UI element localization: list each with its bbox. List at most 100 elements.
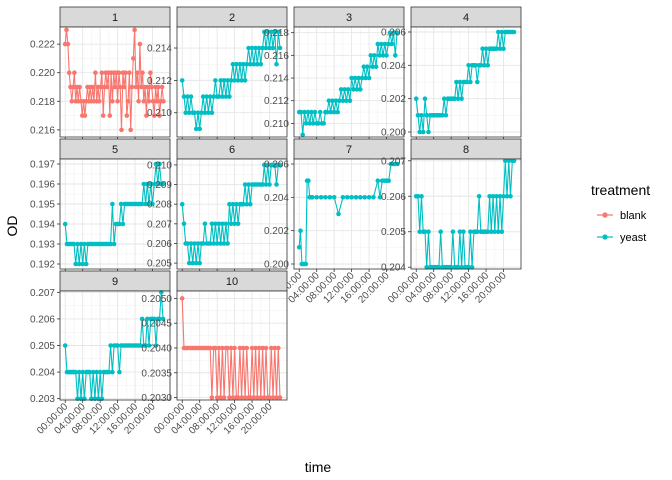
y-tick-label: 0.218 xyxy=(30,97,55,108)
data-point xyxy=(228,221,234,227)
data-point xyxy=(125,99,131,104)
data-point xyxy=(213,221,218,227)
data-point xyxy=(228,345,234,351)
data-point xyxy=(230,201,236,207)
data-point xyxy=(154,99,160,104)
data-point xyxy=(75,241,80,247)
data-point xyxy=(263,45,269,51)
data-point xyxy=(253,45,258,51)
data-point xyxy=(424,113,430,118)
data-point xyxy=(466,63,471,68)
data-point xyxy=(241,345,246,351)
data-point xyxy=(69,99,75,104)
data-point xyxy=(246,182,251,187)
data-point xyxy=(377,195,383,200)
data-point xyxy=(146,343,152,348)
data-point xyxy=(244,201,250,207)
data-point xyxy=(274,61,279,67)
data-point xyxy=(145,316,150,322)
facet-panel-4: 4 0.200 0.202 0.204 0.206 xyxy=(381,6,522,140)
data-point xyxy=(146,99,152,104)
data-point xyxy=(218,395,223,400)
data-point xyxy=(66,70,72,75)
data-point xyxy=(454,79,459,85)
data-point xyxy=(420,129,426,135)
data-point xyxy=(331,195,337,200)
data-point xyxy=(129,84,135,90)
data-point xyxy=(358,195,363,200)
data-point xyxy=(131,56,136,61)
data-point xyxy=(80,369,85,375)
y-tick-label: 0.192 xyxy=(30,260,55,271)
facet-strip-label: 3 xyxy=(346,12,352,24)
data-point xyxy=(366,75,372,81)
data-point xyxy=(248,395,253,400)
data-point xyxy=(452,96,458,101)
data-point xyxy=(461,229,466,234)
data-point xyxy=(128,127,133,133)
data-point xyxy=(345,195,350,200)
data-point xyxy=(223,94,229,99)
data-point xyxy=(457,79,463,85)
data-point xyxy=(227,201,232,207)
data-point xyxy=(468,229,473,234)
data-point xyxy=(214,395,220,400)
data-point xyxy=(148,181,154,187)
data-point xyxy=(145,181,150,187)
y-tick-label: 0.202 xyxy=(264,226,289,237)
y-tick-label: 0.207 xyxy=(30,288,55,299)
data-point xyxy=(441,96,447,101)
data-point xyxy=(78,241,84,247)
data-point xyxy=(438,229,444,234)
y-tick-label: 0.206 xyxy=(381,28,406,39)
data-point xyxy=(254,395,260,400)
data-point xyxy=(160,316,166,322)
data-point xyxy=(150,201,155,207)
data-point xyxy=(490,194,496,199)
facet-panel-6: 6 0.205 0.206 0.207 0.208 0.209 0.210 xyxy=(147,138,288,272)
y-tick-label: 0.200 xyxy=(264,260,289,271)
data-point xyxy=(211,94,216,99)
facet-panel-10: 100.20300.20350.20400.20450.205000:00:00… xyxy=(141,270,288,437)
data-point xyxy=(139,201,145,207)
data-point xyxy=(108,343,113,348)
data-point xyxy=(216,94,222,99)
data-point xyxy=(354,87,360,92)
data-point xyxy=(227,94,232,99)
data-point xyxy=(216,345,222,351)
data-point xyxy=(185,94,190,99)
y-tick-label: 0.197 xyxy=(30,160,55,171)
data-point xyxy=(76,369,82,375)
y-tick-label: 0.203 xyxy=(30,394,55,405)
y-tick-label: 0.206 xyxy=(147,239,172,250)
data-point xyxy=(312,109,318,115)
data-point xyxy=(221,395,227,400)
x-axis-title: time xyxy=(305,459,332,475)
data-point xyxy=(120,221,126,227)
facet-strip-label: 1 xyxy=(112,12,118,24)
data-point xyxy=(338,87,344,92)
data-point xyxy=(478,63,484,68)
data-point xyxy=(267,182,272,187)
data-point xyxy=(480,46,485,51)
data-point xyxy=(221,78,227,83)
data-point xyxy=(422,96,428,101)
data-point xyxy=(195,241,201,246)
data-point xyxy=(82,241,87,247)
y-tick-label: 0.220 xyxy=(30,68,55,79)
data-point xyxy=(459,96,464,101)
y-tick-label: 0.206 xyxy=(30,314,55,325)
data-point xyxy=(104,84,110,90)
y-tick-label: 0.195 xyxy=(30,200,55,211)
data-point xyxy=(370,64,375,69)
data-point xyxy=(115,99,120,104)
data-point xyxy=(362,195,368,200)
data-point xyxy=(457,229,463,234)
data-point xyxy=(235,221,241,227)
data-point xyxy=(415,113,421,118)
data-point xyxy=(310,121,316,126)
data-point xyxy=(225,241,230,246)
data-point xyxy=(373,64,379,69)
data-point xyxy=(211,241,216,246)
